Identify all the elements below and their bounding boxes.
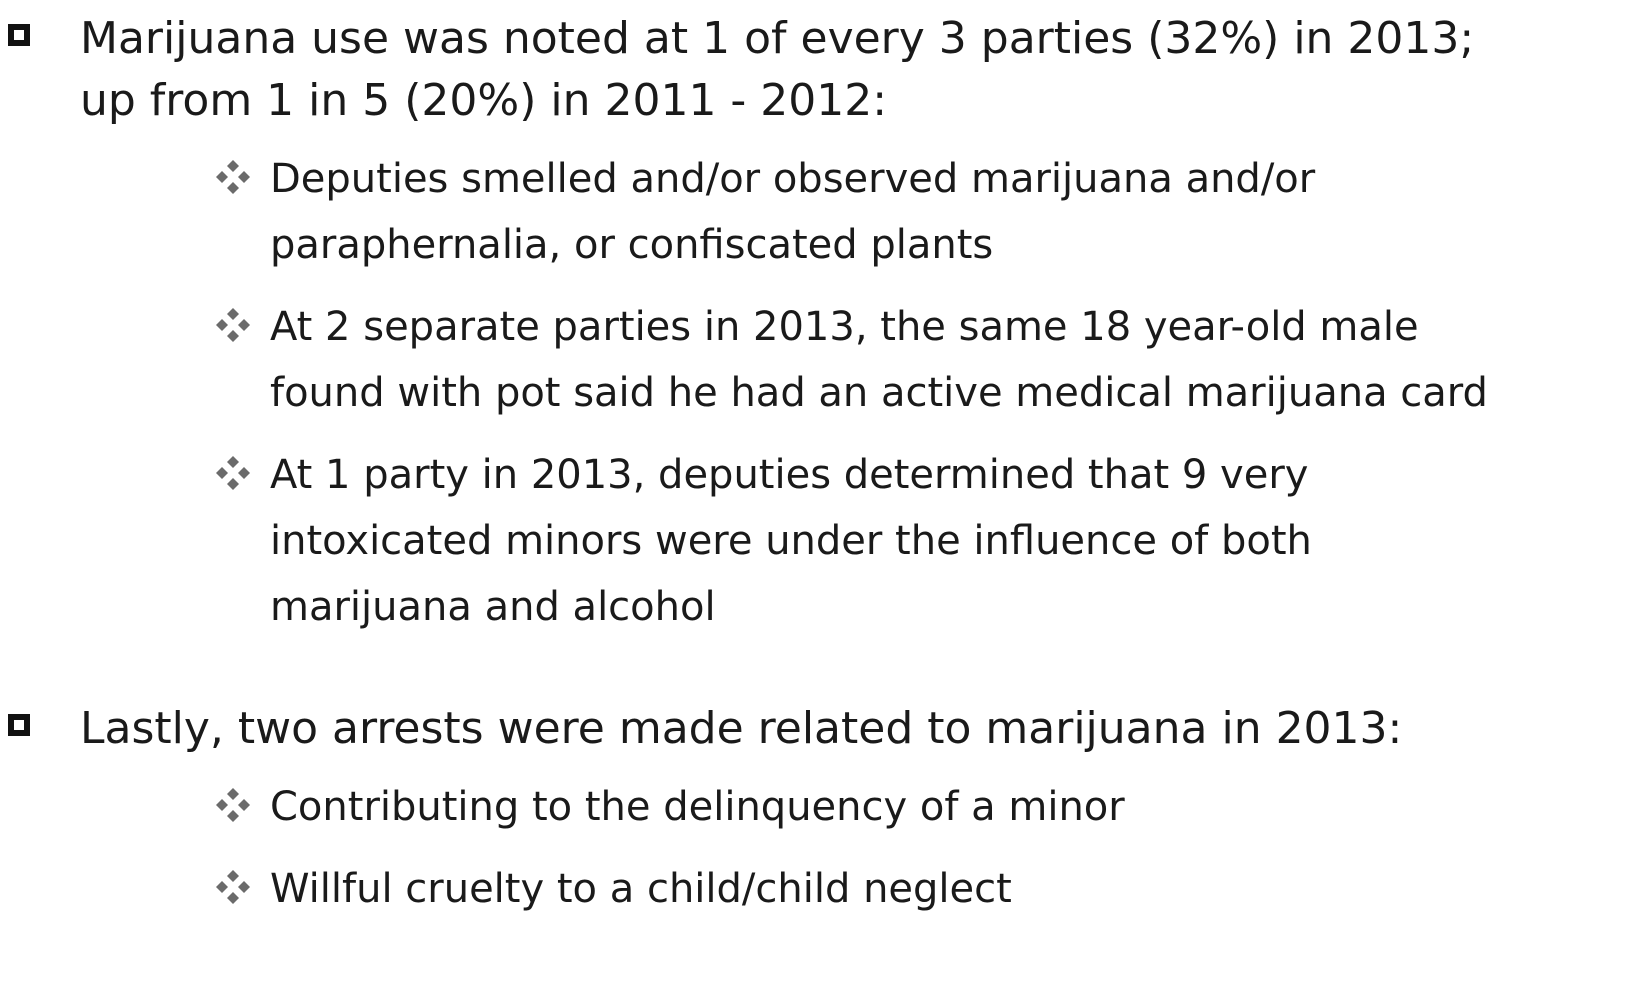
sub-item: Willful cruelty to a child/child neglect <box>0 856 1631 922</box>
diamond-part <box>238 881 250 893</box>
diamond-part <box>227 160 239 172</box>
sub-text: At 1 party in 2013, deputies determined … <box>270 452 1309 498</box>
diamond-part <box>216 799 228 811</box>
bullet-item: Lastly, two arrests were made related to… <box>0 698 1631 922</box>
bullet-text: Marijuana use was noted at 1 of every 3 … <box>80 13 1475 64</box>
sub-text: found with pot said he had an active med… <box>270 370 1488 416</box>
sub-text: marijuana and alcohol <box>270 584 716 630</box>
diamond-bullet <box>216 456 250 490</box>
diamond-part <box>227 810 239 822</box>
diamond-part <box>227 788 239 800</box>
diamond-bullet <box>216 308 250 342</box>
sub-text: Contributing to the delinquency of a min… <box>270 784 1125 830</box>
diamond-part <box>227 892 239 904</box>
square-bullet <box>8 24 30 46</box>
diamond-part <box>227 308 239 320</box>
diamond-part <box>238 171 250 183</box>
bullet-text: up from 1 in 5 (20%) in 2011 - 2012: <box>80 75 888 126</box>
diamond-part <box>227 870 239 882</box>
diamond-part <box>238 467 250 479</box>
diamond-part <box>227 182 239 194</box>
diamond-bullet <box>216 160 250 194</box>
diamond-part <box>216 319 228 331</box>
diamond-part <box>227 456 239 468</box>
sub-item: At 1 party in 2013, deputies determined … <box>0 442 1631 640</box>
sub-list: Contributing to the delinquency of a min… <box>80 774 1631 922</box>
sub-text: Deputies smelled and/or observed marijua… <box>270 156 1316 202</box>
sub-text: intoxicated minors were under the influe… <box>270 518 1312 564</box>
diamond-bullet <box>216 788 250 822</box>
diamond-part <box>238 319 250 331</box>
diamond-part <box>216 467 228 479</box>
sub-item: At 2 separate parties in 2013, the same … <box>0 294 1631 426</box>
diamond-part <box>216 881 228 893</box>
sub-item: Deputies smelled and/or observed marijua… <box>0 146 1631 278</box>
square-bullet <box>8 714 30 736</box>
diamond-part <box>227 330 239 342</box>
sub-text: Willful cruelty to a child/child neglect <box>270 866 1012 912</box>
slide: Marijuana use was noted at 1 of every 3 … <box>0 8 1631 995</box>
sub-text: paraphernalia, or confiscated plants <box>270 222 994 268</box>
bullet-item: Marijuana use was noted at 1 of every 3 … <box>0 8 1631 640</box>
diamond-part <box>216 171 228 183</box>
diamond-part <box>238 799 250 811</box>
bullet-text: Lastly, two arrests were made related to… <box>80 703 1403 754</box>
sub-item: Contributing to the delinquency of a min… <box>0 774 1631 840</box>
diamond-part <box>227 478 239 490</box>
diamond-bullet <box>216 870 250 904</box>
sub-list: Deputies smelled and/or observed marijua… <box>80 146 1631 640</box>
sub-text: At 2 separate parties in 2013, the same … <box>270 304 1419 350</box>
